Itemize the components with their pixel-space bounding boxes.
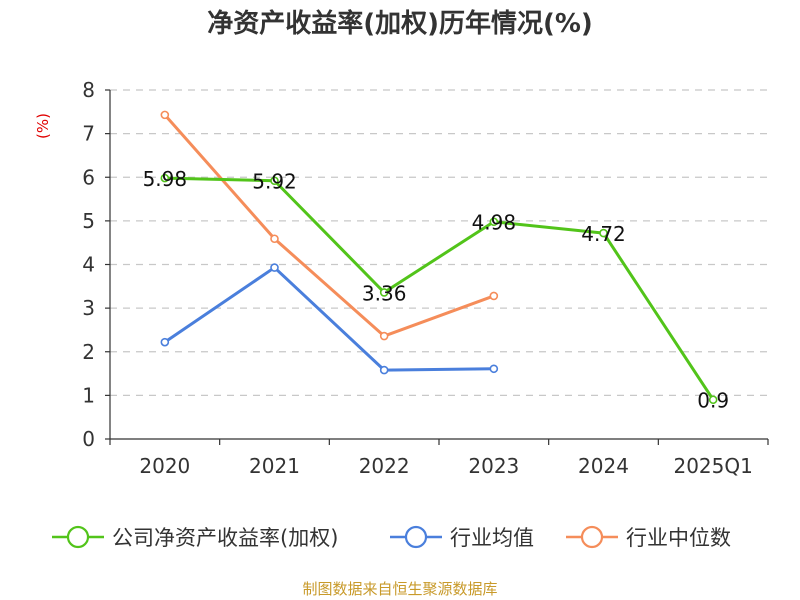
y-tick-label-5: 5 (82, 209, 95, 233)
y-tick-label-1: 1 (82, 383, 95, 407)
y-tick-label-4: 4 (82, 253, 95, 277)
data-point-s1-2020 (160, 337, 170, 347)
x-tick-label-2023: 2023 (468, 454, 519, 478)
data-point-s2-2022 (379, 331, 389, 341)
data-point-s0-2021 (270, 176, 279, 186)
data-label-2024: 4.72 (581, 222, 626, 246)
y-tick-label-8: 8 (82, 78, 95, 102)
x-tick-label-2024: 2024 (578, 454, 629, 478)
y-tick-label-6: 6 (82, 165, 95, 189)
y-tick-label-3: 3 (82, 296, 95, 320)
series-lines (160, 110, 718, 405)
legend-marker-0 (66, 525, 90, 549)
data-point-s1-2022 (379, 365, 389, 375)
data-label-2025Q1: 0.9 (697, 389, 729, 413)
data-point-s1-2021 (270, 263, 279, 272)
grid-lines (110, 89, 768, 396)
x-tick-label-2021: 2021 (249, 454, 300, 478)
data-point-s0-2022 (379, 288, 389, 297)
legend-label-1: 行业均值 (450, 526, 534, 550)
x-tick-label-2020: 2020 (139, 454, 190, 478)
series-line-2 (163, 113, 495, 338)
x-tick-label-2022: 2022 (359, 454, 410, 478)
y-tick-label-0: 0 (82, 427, 95, 451)
legend-marker-1 (404, 525, 428, 549)
data-point-s2-2020 (160, 110, 170, 120)
data-label-2022: 3.36 (362, 281, 407, 305)
axes: 0 1 2 3 4 5 6 7 8 2020 2021 2022 2023 2024 2025Q1 (82, 78, 769, 478)
data-label-2023: 4.98 (472, 211, 517, 235)
data-point-s0-2025Q1 (708, 395, 718, 405)
data-labels: 5.98 5.92 3.36 4.98 4.72 0.9 (143, 167, 730, 413)
legend-label-0: 公司净资产收益率(加权) (112, 526, 338, 550)
data-point-s2-2023 (489, 291, 499, 301)
y-tick-label-2: 2 (82, 340, 95, 364)
data-point-s0-2020 (160, 173, 170, 183)
source-note: 制图数据来自恒生聚源数据库 (302, 580, 497, 598)
data-point-s0-2023 (489, 217, 499, 227)
legend-marker-2 (580, 525, 604, 549)
x-tick-label-2025Q1: 2025Q1 (673, 454, 752, 478)
legend-label-2: 行业中位数 (626, 526, 731, 550)
data-label-2021: 5.92 (252, 170, 297, 194)
data-label-2020: 5.98 (143, 167, 188, 191)
data-point-s1-2023 (489, 364, 499, 374)
y-tick-label-7: 7 (82, 122, 95, 146)
data-point-s2-2021 (270, 234, 279, 244)
data-point-s0-2024 (599, 228, 608, 238)
series-line-1 (163, 266, 494, 372)
legend: 公司净资产收益率(加权) 行业均值 行业中位数 (52, 525, 731, 550)
y-axis-unit: (%) (34, 113, 52, 139)
chart-title: 净资产收益率(加权)历年情况(%) (207, 8, 593, 39)
series-line-0 (164, 176, 715, 401)
